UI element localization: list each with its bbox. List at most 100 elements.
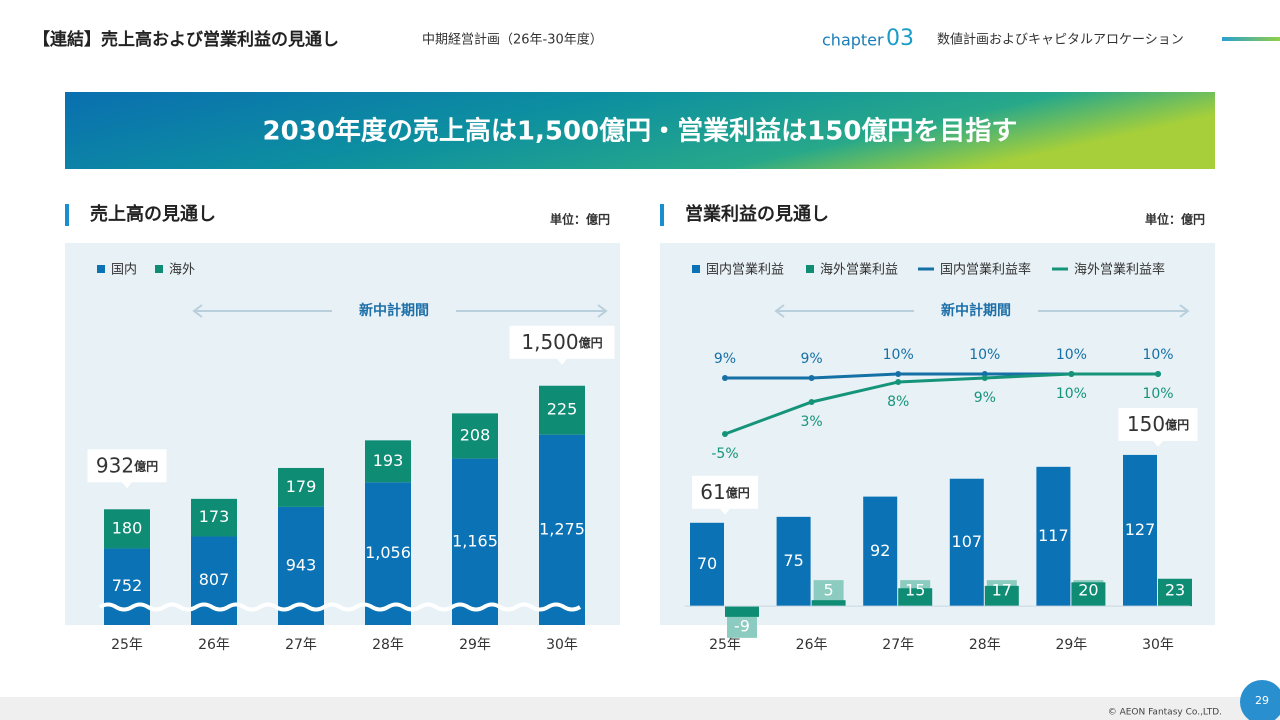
- legend-label: 海外営業利益率: [1074, 262, 1165, 278]
- label-box: [813, 580, 844, 603]
- x-tick-label: 26年: [796, 637, 828, 653]
- line-point: [895, 371, 902, 377]
- callout-value: 150: [1127, 411, 1165, 435]
- period-label: 新中計期間: [359, 302, 429, 319]
- chapter-number: 03: [886, 26, 914, 51]
- bar-segment: [278, 467, 324, 507]
- unit-label: 単位：億円: [550, 212, 610, 227]
- legend-label: 国内: [111, 262, 137, 278]
- line: [724, 372, 1158, 436]
- period-arrowhead: [597, 304, 608, 318]
- axis-break: [98, 602, 582, 612]
- line-value-label: 10%: [1142, 386, 1173, 402]
- period-label: 新中計期間: [941, 302, 1011, 319]
- bar-segment: [104, 509, 150, 549]
- x-tick-label: 27年: [285, 637, 317, 653]
- legend-label: 海外: [169, 263, 195, 278]
- copyright: © AEON Fantasy Co.,LTD.: [1108, 708, 1222, 718]
- callout-box: [87, 449, 167, 483]
- bar-value-label: 92: [870, 541, 890, 560]
- bar-segment: [365, 482, 411, 625]
- x-tick-label: 30年: [546, 637, 578, 653]
- label-box: [727, 615, 757, 638]
- bar-value-label: 70: [697, 554, 717, 573]
- callout-value: 932: [96, 453, 134, 477]
- period-arrowhead: [192, 304, 203, 318]
- bar-value-label: 5: [824, 581, 834, 600]
- line-value-label: 10%: [1056, 347, 1087, 363]
- callout-box: [509, 325, 615, 359]
- line-point: [722, 431, 728, 437]
- x-tick-label: 27年: [882, 637, 914, 653]
- line-point: [808, 375, 815, 381]
- slide-title: 【連結】売上高および営業利益の見通し: [33, 29, 339, 50]
- line-point: [722, 375, 728, 381]
- line-point: [895, 379, 902, 385]
- callout-pointer: [720, 508, 730, 515]
- callout-value: 61: [700, 479, 725, 503]
- callout-text: 61億円: [700, 479, 749, 503]
- legend-label: 国内営業利益率: [940, 262, 1031, 278]
- bar-value-label: 1,056: [365, 543, 411, 562]
- legend-marker: [692, 265, 700, 273]
- bar: [1071, 582, 1106, 607]
- x-tick-label: 29年: [459, 637, 491, 653]
- section-marker: [65, 204, 69, 226]
- total-callout: 61億円: [692, 475, 758, 515]
- callout-unit: 億円: [134, 458, 158, 473]
- legend-marker: [97, 265, 105, 273]
- callout-unit: 億円: [579, 334, 603, 349]
- line-value-label: 10%: [883, 347, 914, 363]
- line-point: [808, 399, 815, 405]
- bar-value-label: 179: [286, 477, 317, 496]
- chart-title: 営業利益の見通し: [685, 203, 829, 225]
- section-marker: [660, 204, 664, 226]
- bar: [776, 516, 811, 607]
- line-value-label: 8%: [887, 394, 909, 410]
- chapter-label: chapter: [822, 31, 884, 50]
- x-tick-label: 25年: [709, 637, 741, 653]
- bar-value-label: 107: [952, 532, 983, 551]
- bar-segment: [539, 385, 585, 435]
- bar-value-label: 1,165: [452, 531, 498, 550]
- legend-label: 海外営業利益: [820, 262, 898, 278]
- x-tick-label: 25年: [111, 637, 143, 653]
- total-callout: 932億円: [87, 449, 167, 489]
- callout-value: 1,500: [521, 329, 578, 353]
- header-accent: [1222, 37, 1280, 41]
- bar-value-label: 180: [112, 518, 143, 537]
- callout-unit: 億円: [726, 484, 750, 499]
- bar-value-label: 225: [547, 400, 578, 419]
- x-tick-label: 28年: [969, 637, 1001, 653]
- callout-unit: 億円: [1165, 416, 1189, 431]
- line-value-label: 9%: [714, 351, 736, 367]
- total-callout: 1,500億円: [509, 325, 615, 365]
- callout-box: [1118, 407, 1198, 441]
- panel-background: [65, 243, 620, 625]
- bar-value-label: 807: [199, 570, 230, 589]
- bar: [690, 522, 724, 607]
- callout-text: 1,500億円: [521, 329, 602, 353]
- bar: [984, 585, 1019, 607]
- legend-marker: [155, 265, 163, 273]
- bar-value-label: 193: [373, 451, 404, 470]
- line-value-label: 10%: [969, 347, 1000, 363]
- line-point: [1155, 371, 1161, 377]
- chart-title: 売上高の見通し: [90, 203, 216, 225]
- line-point: [981, 375, 988, 381]
- bar-value-label: 1,275: [539, 519, 585, 538]
- callout-pointer: [1153, 440, 1163, 447]
- bar-value-label: 20: [1078, 581, 1098, 600]
- bar-value-label: 117: [1038, 526, 1069, 545]
- period-arrowhead: [774, 304, 785, 318]
- slide-subtitle: 中期経営計画（26年-30年度）: [422, 32, 603, 48]
- bar: [811, 600, 846, 607]
- bar-segment: [452, 458, 498, 625]
- total-callout: 150億円: [1118, 407, 1198, 447]
- bar: [1158, 578, 1192, 607]
- bar-value-label: -9: [734, 616, 750, 635]
- bar-value-label: 23: [1165, 581, 1185, 600]
- banner-text: 2030年度の売上高は1,500億円・営業利益は150億円を目指す: [263, 116, 1018, 147]
- bar-value-label: 17: [992, 581, 1012, 600]
